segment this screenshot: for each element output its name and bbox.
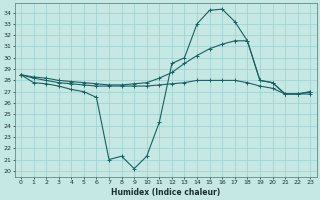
X-axis label: Humidex (Indice chaleur): Humidex (Indice chaleur)	[111, 188, 220, 197]
